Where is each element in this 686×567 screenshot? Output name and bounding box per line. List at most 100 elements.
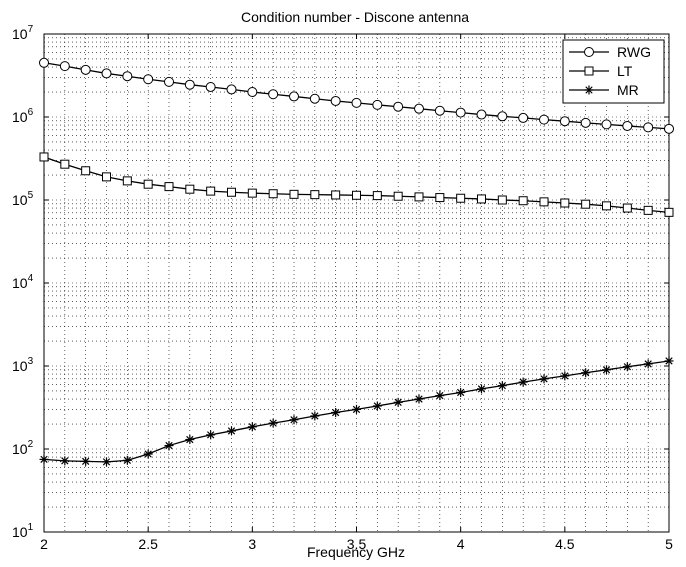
star-marker [60,456,70,466]
legend-item-lt: LT [569,63,633,79]
circle-marker [289,91,299,102]
y-tick-label: 104 [12,273,34,291]
star-marker [331,408,341,418]
y-tick-base: 10 [12,524,28,540]
star-marker [539,374,549,384]
circle-marker [351,97,362,108]
y-tick-exponent: 7 [28,24,34,35]
star-marker [164,441,174,451]
circle-marker [476,109,487,120]
square-marker [247,188,257,198]
circle-marker [622,120,633,131]
star-marker [102,457,111,467]
star-marker [414,394,424,404]
square-marker [414,192,424,202]
star-marker [372,401,382,411]
chart-title: Condition number - Discone antenna [241,9,469,25]
y-tick-exponent: 6 [28,107,34,118]
circle-marker [559,116,570,127]
legend-label: LT [617,63,633,79]
y-tick-label: 106 [12,107,34,125]
y-tick-base: 10 [12,192,28,208]
square-marker [477,194,486,204]
star-marker [247,422,257,432]
circle-marker [497,111,508,122]
y-tick-base: 10 [12,441,28,457]
y-tick-base: 10 [12,275,28,291]
square-marker [227,187,236,197]
square-marker [584,66,594,76]
y-tick-label: 105 [12,190,34,208]
circle-marker [330,95,341,106]
circle-marker [101,68,112,79]
star-marker [39,454,49,464]
circle-marker [164,76,174,87]
square-marker [581,199,591,209]
circle-marker [643,122,654,133]
star-marker [268,418,278,428]
star-marker [185,435,195,445]
circle-marker [455,107,466,118]
legend-label: MR [617,82,639,98]
square-marker [164,182,174,192]
star-marker [289,415,299,425]
series-layer [39,57,674,467]
square-marker [289,189,299,199]
star-marker [435,391,445,401]
star-marker [518,377,528,387]
square-marker [122,176,132,186]
star-marker [393,397,403,407]
legend: RWG LT MR [562,39,665,104]
x-tick-label: 2.5 [138,536,158,552]
star-marker [622,362,632,372]
square-marker [185,184,195,194]
y-tick-exponent: 1 [28,522,34,533]
square-marker [372,191,382,201]
circle-marker [80,64,91,75]
star-marker [456,387,466,397]
star-marker [643,359,653,369]
series-mr [39,356,674,467]
star-marker [310,411,320,421]
legend-label: RWG [617,44,651,60]
x-axis-ticks: 2 2.5 3 3.5 4 4.5 5 [40,34,673,552]
star-marker [227,426,236,436]
x-axis-label: Frequency GHz [307,544,405,560]
circle-marker [580,117,591,128]
square-marker [518,196,528,206]
star-marker [122,455,132,465]
y-tick-label: 103 [12,356,34,374]
square-marker [81,166,91,176]
circle-marker [205,81,216,92]
square-marker [539,197,549,207]
square-marker [268,189,278,199]
circle-marker [122,71,133,82]
square-marker [456,193,466,203]
square-marker [435,193,445,203]
y-tick-base: 10 [12,358,28,374]
y-tick-exponent: 3 [28,356,34,367]
circle-marker [393,101,404,112]
y-tick-exponent: 2 [28,439,34,450]
square-marker [664,207,674,217]
series-lt [39,152,674,217]
x-tick-label: 3.5 [347,536,367,552]
x-tick-label: 4.5 [555,536,575,552]
circle-marker [372,99,383,110]
circle-marker [143,74,154,85]
grid [44,34,669,532]
y-tick-label: 102 [12,439,34,457]
y-tick-label: 101 [12,522,34,540]
circle-marker [59,61,70,72]
star-marker [497,381,507,391]
x-tick-label: 4 [457,536,465,552]
star-marker [581,368,591,378]
circle-marker [601,119,612,130]
square-marker [497,195,507,205]
y-tick-exponent: 5 [28,190,34,201]
square-marker [143,179,153,189]
circle-marker [664,123,674,134]
circle-marker [309,93,320,104]
star-marker [477,384,486,394]
